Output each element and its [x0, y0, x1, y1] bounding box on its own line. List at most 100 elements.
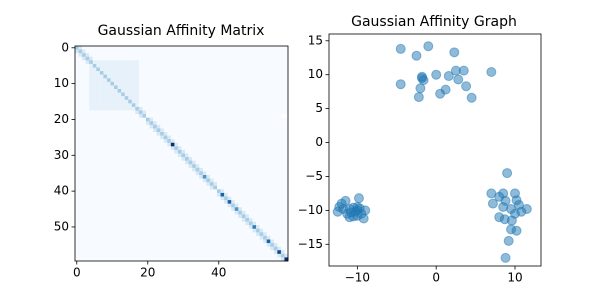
heatmap-cell	[177, 203, 182, 208]
heatmap-cell	[284, 171, 289, 176]
heatmap-cell	[156, 246, 161, 251]
heatmap-cell	[238, 71, 243, 75]
heatmap-cell	[92, 182, 97, 187]
heatmap-cell	[114, 124, 118, 129]
heatmap-cell	[227, 246, 232, 251]
heatmap-cell	[234, 189, 239, 194]
heatmap-cell	[280, 135, 285, 140]
heatmap-cell	[138, 185, 143, 190]
heatmap-cell	[256, 192, 260, 197]
heatmap-cell	[270, 56, 275, 61]
heatmap-cell	[195, 114, 200, 118]
heatmap-cell	[181, 178, 186, 183]
heatmap-cell	[209, 92, 214, 97]
heatmap-cell	[85, 239, 90, 244]
heatmap-cell	[135, 153, 140, 158]
heatmap-cell	[174, 78, 179, 83]
heatmap-cell	[163, 246, 168, 251]
heatmap-cell	[117, 110, 122, 115]
heatmap-cell	[245, 178, 250, 183]
heatmap-cell	[252, 243, 257, 247]
heatmap-cell	[217, 221, 221, 226]
heatmap-cell	[82, 253, 86, 258]
heatmap-cell	[202, 139, 207, 144]
heatmap-cell	[103, 117, 108, 122]
heatmap-cell	[106, 56, 111, 61]
heatmap-cell	[131, 160, 136, 165]
heatmap-cell	[128, 182, 133, 187]
heatmap-cell	[217, 175, 221, 179]
heatmap-cell	[103, 235, 108, 240]
heatmap-cell	[121, 189, 125, 194]
heatmap-cell	[89, 182, 94, 187]
heatmap-cell	[277, 246, 282, 251]
heatmap-cell	[131, 243, 136, 247]
heatmap-cell	[124, 142, 129, 147]
heatmap-cell	[195, 171, 200, 176]
heatmap-cell	[202, 53, 207, 58]
heatmap-cell	[174, 207, 179, 212]
heatmap-cell	[78, 132, 83, 136]
heatmap-cell	[206, 78, 211, 83]
heatmap-cell	[99, 182, 104, 187]
heatmap-cell	[199, 210, 204, 215]
heatmap-cell	[195, 232, 200, 237]
heatmap-cell	[238, 218, 243, 222]
heatmap-cell	[209, 99, 214, 104]
heatmap-cell	[277, 49, 282, 54]
heatmap-cell	[174, 164, 179, 169]
heatmap-cell	[206, 167, 211, 172]
heatmap-cell	[153, 157, 157, 161]
heatmap-cell	[245, 81, 250, 86]
heatmap-cell	[174, 46, 179, 50]
scatter-title: Gaussian Affinity Graph	[351, 14, 517, 30]
heatmap-cell	[89, 53, 94, 58]
heatmap-cell	[170, 124, 175, 129]
heatmap-cell	[270, 106, 275, 111]
heatmap-cell	[170, 103, 175, 108]
heatmap-cell	[181, 200, 186, 204]
heatmap-cell	[185, 81, 189, 86]
heatmap-cell	[195, 135, 200, 140]
heatmap-cell	[160, 196, 165, 201]
heatmap-cell	[174, 239, 179, 244]
heatmap-cell	[248, 124, 253, 129]
heatmap-cell	[96, 60, 101, 65]
heatmap-cell	[117, 81, 122, 86]
heatmap-cell	[156, 139, 161, 144]
heatmap-cell	[206, 243, 211, 247]
heatmap-cell	[188, 121, 193, 126]
heatmap-cell	[188, 117, 193, 122]
heatmap-cell	[75, 67, 79, 72]
heatmap-cell	[82, 53, 86, 58]
heatmap-cell	[206, 200, 211, 204]
heatmap-cell	[270, 110, 275, 115]
heatmap-cell	[202, 221, 207, 226]
heatmap-cell	[209, 110, 214, 115]
heatmap-cell	[103, 171, 108, 176]
heatmap-cell	[185, 175, 189, 179]
heatmap-cell	[170, 53, 175, 58]
heatmap-cell	[149, 200, 154, 204]
heatmap-cell	[135, 71, 140, 75]
heatmap-cell	[284, 139, 289, 144]
heatmap-cell	[146, 128, 150, 133]
heatmap-cell	[234, 214, 239, 219]
heatmap-cell	[170, 192, 175, 197]
heatmap-cell	[224, 228, 228, 233]
heatmap-cell	[280, 160, 285, 165]
heatmap-cell	[284, 121, 289, 126]
heatmap-cell	[231, 167, 236, 172]
heatmap-cell	[209, 56, 214, 61]
heatmap-cell	[245, 253, 250, 258]
heatmap-cell	[99, 78, 104, 83]
heatmap-cell	[263, 60, 267, 65]
heatmap-cell	[195, 142, 200, 147]
heatmap-cell	[231, 257, 236, 262]
heatmap-cell	[96, 153, 101, 158]
heatmap-cell	[284, 74, 289, 79]
heatmap-cell	[209, 167, 214, 172]
heatmap-cell	[89, 85, 94, 90]
heatmap-cell	[135, 132, 140, 136]
heatmap-cell	[103, 232, 108, 237]
